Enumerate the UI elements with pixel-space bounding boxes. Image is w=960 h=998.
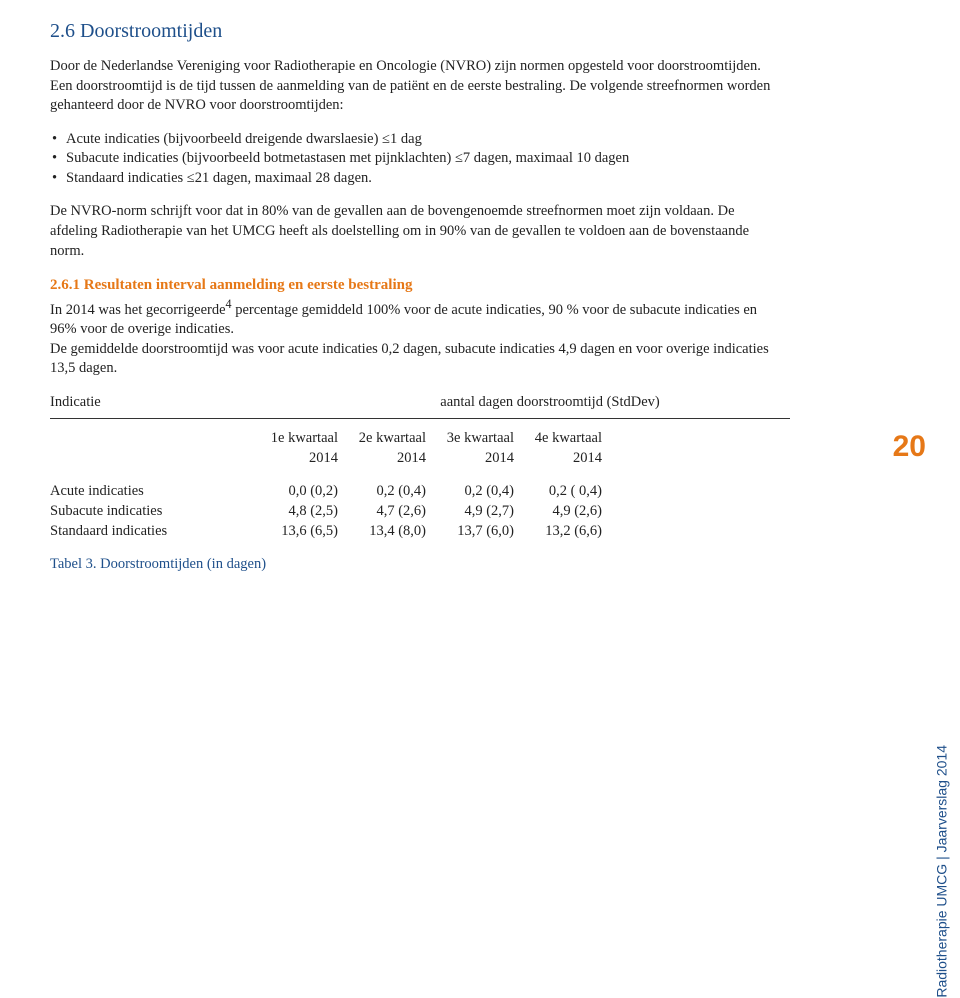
cell: 4,8 (2,5) xyxy=(250,502,338,522)
table-row: Subacute indicaties 4,8 (2,5) 4,7 (2,6) … xyxy=(50,502,780,522)
table-row: Acute indicaties 0,0 (0,2) 0,2 (0,4) 0,2… xyxy=(50,482,780,502)
table-header-right: aantal dagen doorstroomtijd (StdDev) xyxy=(230,393,780,413)
cell: 0,2 ( 0,4) xyxy=(514,482,602,502)
subsection: 2.6.1 Resultaten interval aanmelding en … xyxy=(50,275,780,379)
col-subheader: 2014 xyxy=(338,449,426,469)
page-number: 20 xyxy=(893,430,926,464)
cell: 0,0 (0,2) xyxy=(250,482,338,502)
col-header: 3e kwartaal xyxy=(426,429,514,449)
cell: 4,9 (2,7) xyxy=(426,502,514,522)
page-content: 2.6 Doorstroomtijden Door de Nederlandse… xyxy=(0,0,870,595)
table-caption: Tabel 3. Doorstroomtijden (in dagen) xyxy=(50,555,780,575)
bullet-list: Acute indicaties (bijvoorbeeld dreigende… xyxy=(50,130,780,189)
list-item: Standaard indicaties ≤21 dagen, maximaal… xyxy=(50,169,780,189)
throughput-table: Indicatie aantal dagen doorstroomtijd (S… xyxy=(50,393,780,575)
cell: 13,4 (8,0) xyxy=(338,522,426,542)
results-text-a: In 2014 was het gecorrigeerde xyxy=(50,301,226,317)
intro-paragraph: Door de Nederlandse Vereniging voor Radi… xyxy=(50,57,780,116)
col-subheader: 2014 xyxy=(250,449,338,469)
cell: 0,2 (0,4) xyxy=(338,482,426,502)
table-header-left: Indicatie xyxy=(50,393,230,413)
averages-paragraph: De gemiddelde doorstroomtijd was voor ac… xyxy=(50,340,780,379)
subsection-title: 2.6.1 Resultaten interval aanmelding en … xyxy=(50,277,412,293)
col-subheader: 2014 xyxy=(514,449,602,469)
column-subheaders: 2014 2014 2014 2014 xyxy=(50,449,780,469)
cell: 13,6 (6,5) xyxy=(250,522,338,542)
section-title: 2.6 Doorstroomtijden xyxy=(50,20,780,43)
col-header: 2e kwartaal xyxy=(338,429,426,449)
column-headers: 1e kwartaal 2e kwartaal 3e kwartaal 4e k… xyxy=(50,429,780,449)
cell: 4,9 (2,6) xyxy=(514,502,602,522)
table-header: Indicatie aantal dagen doorstroomtijd (S… xyxy=(50,393,780,413)
table-rule xyxy=(50,418,790,419)
side-document-title: Radiotherapie UMCG | Jaarverslag 2014 xyxy=(934,745,950,998)
col-header: 4e kwartaal xyxy=(514,429,602,449)
cell: 0,2 (0,4) xyxy=(426,482,514,502)
row-label: Acute indicaties xyxy=(50,482,250,502)
list-item: Subacute indicaties (bijvoorbeeld botmet… xyxy=(50,149,780,169)
list-item: Acute indicaties (bijvoorbeeld dreigende… xyxy=(50,130,780,150)
norm-paragraph: De NVRO-norm schrijft voor dat in 80% va… xyxy=(50,202,780,261)
col-subheader: 2014 xyxy=(426,449,514,469)
table-row: Standaard indicaties 13,6 (6,5) 13,4 (8,… xyxy=(50,522,780,542)
col-header: 1e kwartaal xyxy=(250,429,338,449)
cell: 4,7 (2,6) xyxy=(338,502,426,522)
row-label: Subacute indicaties xyxy=(50,502,250,522)
cell: 13,7 (6,0) xyxy=(426,522,514,542)
row-label: Standaard indicaties xyxy=(50,522,250,542)
cell: 13,2 (6,6) xyxy=(514,522,602,542)
